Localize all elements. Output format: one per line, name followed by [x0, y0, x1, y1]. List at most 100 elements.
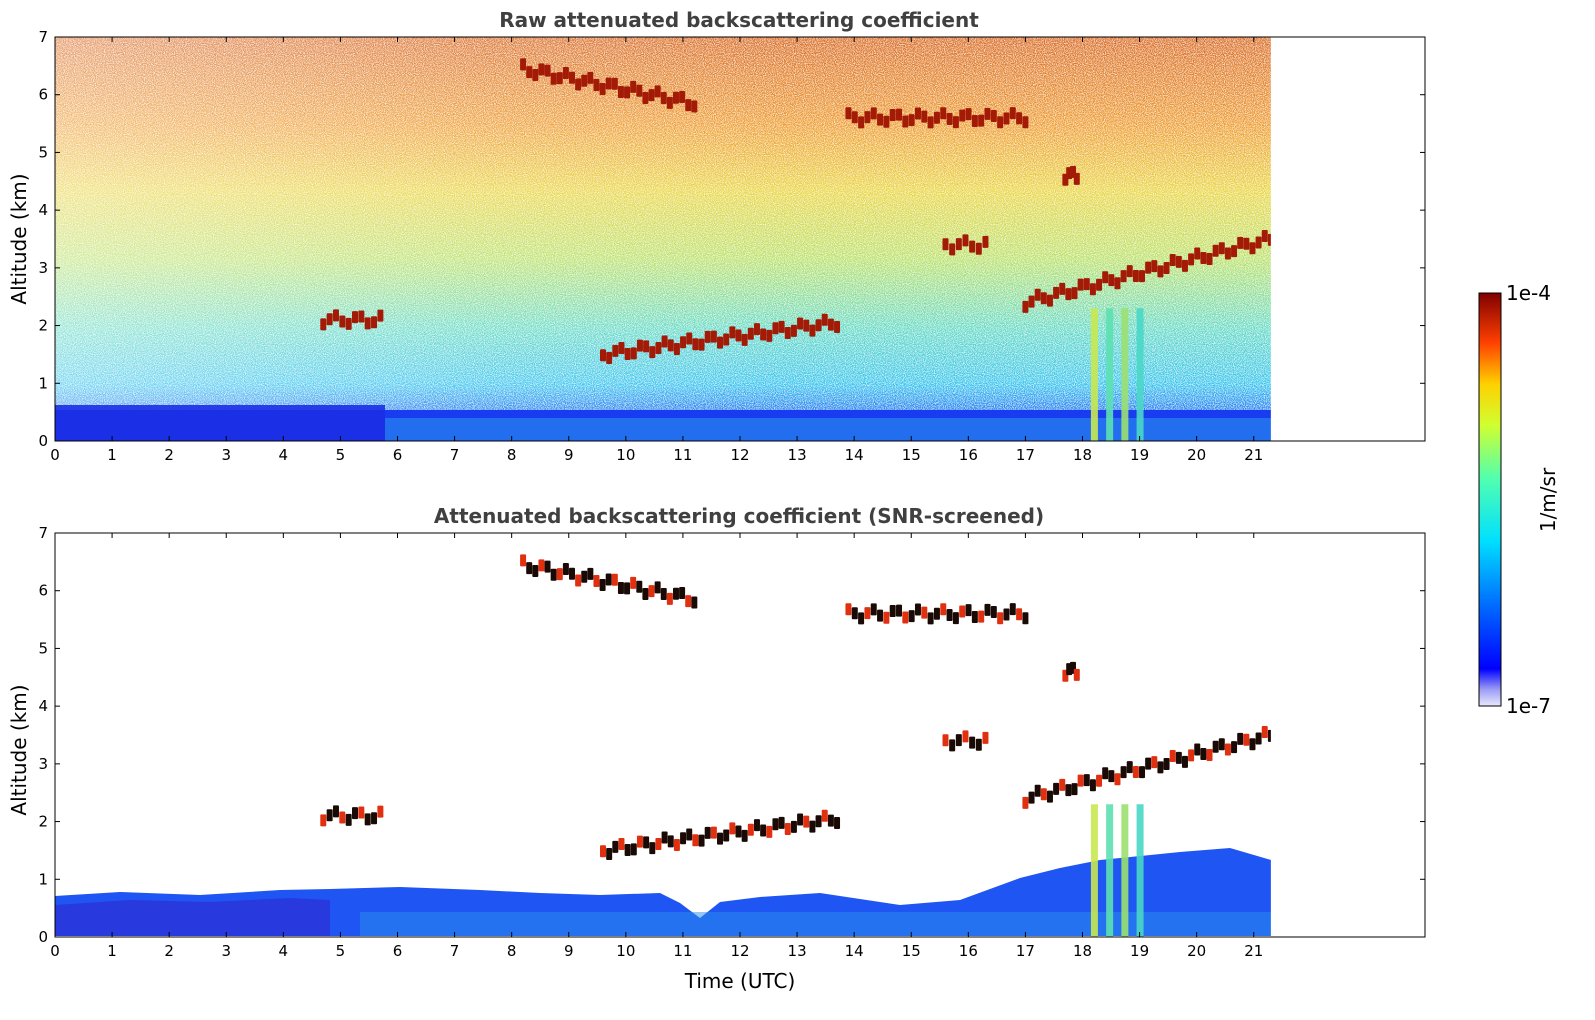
cloud-segment — [1003, 608, 1010, 621]
cloud-segment — [1151, 756, 1158, 769]
cloud-segment — [753, 323, 760, 336]
x-tick-label: 16 — [959, 446, 978, 464]
cloud-segment — [1108, 770, 1115, 783]
top-cloud-layers — [320, 58, 1274, 364]
cloud-segment — [1212, 244, 1219, 257]
cloud-segment — [660, 587, 667, 600]
cloud-segment — [1022, 612, 1029, 625]
cloud-segment — [685, 595, 692, 608]
y-tick-label: 1 — [38, 374, 48, 392]
cloud-segment — [1200, 747, 1207, 760]
cloud-segment — [654, 581, 661, 594]
x-tick-label: 12 — [730, 446, 749, 464]
cloud-segment — [698, 338, 705, 351]
cloud-segment — [741, 333, 748, 346]
cloud-segment — [556, 72, 563, 85]
cloud-segment — [766, 329, 773, 342]
cloud-segment — [969, 736, 976, 749]
x-tick-label: 21 — [1244, 446, 1263, 464]
cloud-segment — [1132, 270, 1139, 283]
y-tick-label: 6 — [38, 582, 48, 600]
cloud-segment — [673, 838, 680, 851]
cloud-segment — [599, 82, 606, 95]
cloud-segment — [655, 341, 662, 354]
top-heatmap — [55, 37, 1425, 441]
cloud-segment — [784, 327, 791, 340]
cloud-segment — [593, 79, 600, 92]
x-tick-label: 17 — [1016, 942, 1035, 960]
cloud-segment — [982, 235, 989, 248]
cloud-segment — [377, 805, 384, 818]
precipitation-shaft — [1121, 308, 1129, 441]
x-tick-label: 10 — [616, 446, 635, 464]
x-tick-label: 0 — [50, 942, 60, 960]
cloud-segment — [1175, 751, 1182, 764]
cloud-segment — [581, 570, 588, 583]
cloud-segment — [1034, 784, 1041, 797]
cloud-segment — [679, 586, 686, 599]
cloud-segment — [1255, 236, 1262, 249]
cloud-segment — [1157, 265, 1164, 278]
cloud-segment — [1073, 668, 1080, 681]
x-tick-label: 18 — [1073, 942, 1092, 960]
cloud-segment — [1022, 796, 1029, 809]
cloud-segment — [729, 822, 736, 835]
x-tick-label: 21 — [1244, 942, 1263, 960]
cloud-segment — [870, 107, 877, 120]
cloud-segment — [691, 596, 698, 609]
cloud-segment — [1243, 237, 1250, 250]
precipitation-shaft — [1121, 804, 1129, 937]
cloud-segment — [526, 66, 533, 79]
cloud-segment — [673, 342, 680, 355]
cloud-segment — [562, 563, 569, 576]
cloud-segment — [680, 336, 687, 349]
cloud-segment — [660, 91, 667, 104]
cloud-segment — [1089, 779, 1096, 792]
cloud-segment — [735, 825, 742, 838]
cloud-segment — [692, 834, 699, 847]
cloud-segment — [649, 346, 656, 359]
cloud-segment — [630, 80, 637, 93]
cloud-segment — [612, 840, 619, 853]
cloud-segment — [753, 819, 760, 832]
y-tick-label: 3 — [38, 755, 48, 773]
cloud-segment — [883, 115, 890, 128]
cloud-segment — [969, 240, 976, 253]
no-data-region — [1270, 533, 1425, 937]
cloud-segment — [877, 609, 884, 622]
cloud-segment — [710, 826, 717, 839]
cloud-segment — [717, 336, 724, 349]
cloud-segment — [624, 86, 631, 99]
x-tick-label: 7 — [450, 942, 460, 960]
x-tick-label: 5 — [336, 942, 346, 960]
cloud-segment — [851, 607, 858, 620]
cloud-segment — [809, 324, 816, 337]
cloud-segment — [927, 116, 934, 129]
x-tick-label: 6 — [393, 446, 403, 464]
cloud-segment — [1065, 784, 1072, 797]
cloud-segment — [978, 610, 985, 623]
cloud-segment — [933, 111, 940, 124]
cloud-segment — [990, 109, 997, 122]
cloud-segment — [630, 347, 637, 360]
cloud-segment — [914, 603, 921, 616]
cloud-segment — [569, 567, 576, 580]
cloud-segment — [1077, 774, 1084, 787]
precipitation-shaft — [1136, 804, 1144, 937]
cloud-segment — [685, 99, 692, 112]
x-tick-label: 19 — [1130, 942, 1149, 960]
cloud-segment — [940, 603, 947, 616]
cloud-segment — [686, 828, 693, 841]
cloud-segment — [1181, 259, 1188, 272]
cloud-segment — [883, 611, 890, 624]
cloud-segment — [371, 812, 378, 825]
cloud-segment — [971, 611, 978, 624]
cloud-segment — [1237, 236, 1244, 249]
cloud-segment — [975, 738, 982, 751]
y-tick-label: 5 — [38, 639, 48, 657]
cloud-segment — [1096, 774, 1103, 787]
cloud-segment — [636, 835, 643, 848]
cloud-segment — [908, 114, 915, 127]
cloud-segment — [927, 612, 934, 625]
cloud-segment — [834, 320, 841, 333]
